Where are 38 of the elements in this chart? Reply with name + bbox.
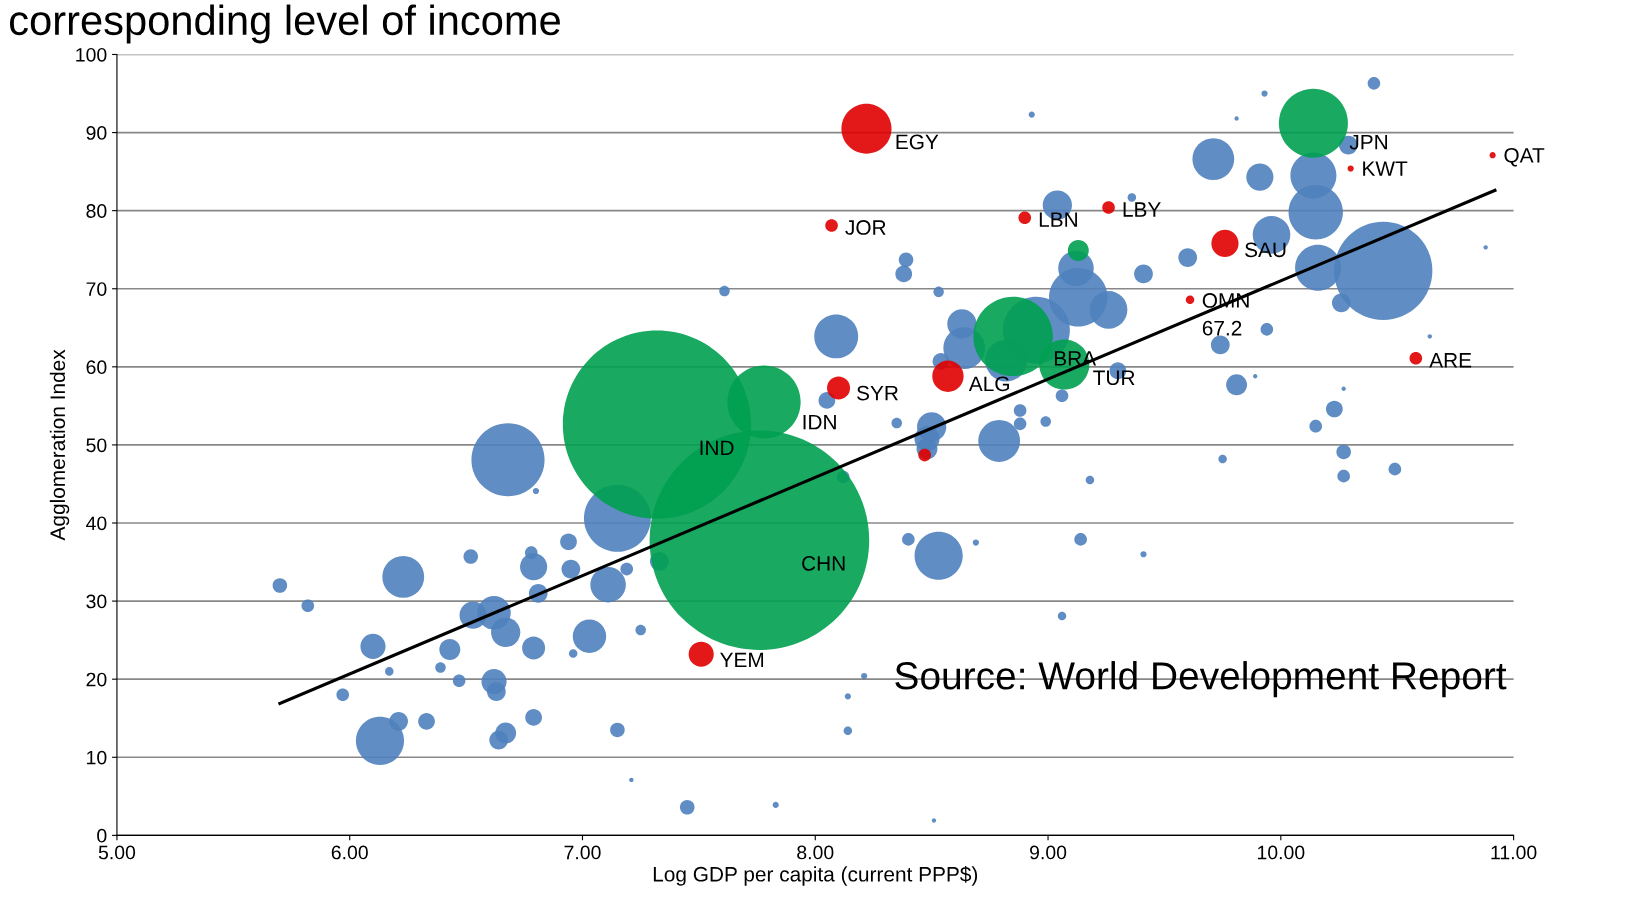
- x-tick-label: 6.00: [331, 845, 368, 860]
- y-tick-label: 50: [86, 438, 107, 453]
- annotation: LBY: [1123, 202, 1161, 217]
- x-tick-label: 10.00: [1257, 845, 1305, 860]
- y-tick-label: 60: [86, 360, 107, 375]
- x-tick-label: 8.00: [797, 845, 834, 860]
- annotation: ALG: [968, 376, 1009, 392]
- annotation: 67.2: [1202, 320, 1242, 336]
- y-tick-label: 10: [87, 750, 107, 765]
- annotation: JOR: [845, 220, 886, 235]
- y-tick-label: 70: [86, 282, 107, 296]
- annotation: KWT: [1363, 161, 1408, 176]
- y-tick-label: 0: [97, 828, 107, 843]
- y-tick-label: 90: [86, 126, 107, 140]
- annotation: SYR: [857, 385, 898, 401]
- y-tick-label: 40: [86, 516, 107, 531]
- x-tick-label: 7.00: [564, 845, 601, 860]
- annotation: SAU: [1245, 242, 1286, 258]
- annotation: TUR: [1093, 370, 1135, 386]
- annotation: Source: World Development Report: [895, 661, 1507, 698]
- annotation: ARE: [1429, 353, 1472, 368]
- y-tick-label: 20: [86, 672, 107, 687]
- annotation: EGY: [896, 134, 939, 150]
- annotation: CHN: [802, 556, 845, 571]
- chart-title: corresponding level of income: [10, 4, 560, 44]
- annotation: LBN: [1039, 212, 1077, 227]
- x-axis-title: Log GDP per capita (current PPP$): [653, 865, 978, 886]
- annotation: IDN: [803, 414, 836, 430]
- y-tick-label: 80: [86, 204, 107, 218]
- x-tick-label: 9.00: [1030, 845, 1067, 860]
- x-tick-label: 5.00: [98, 845, 136, 860]
- x-tick-label: 11.00: [1491, 845, 1537, 860]
- y-axis-title: Agglomeration Index: [49, 349, 70, 541]
- annotation: YEM: [720, 652, 764, 668]
- y-tick-label: 30: [86, 594, 107, 609]
- annotation: QAT: [1504, 147, 1545, 167]
- annotation: IND: [700, 440, 734, 455]
- y-tick-label: 100: [76, 47, 107, 62]
